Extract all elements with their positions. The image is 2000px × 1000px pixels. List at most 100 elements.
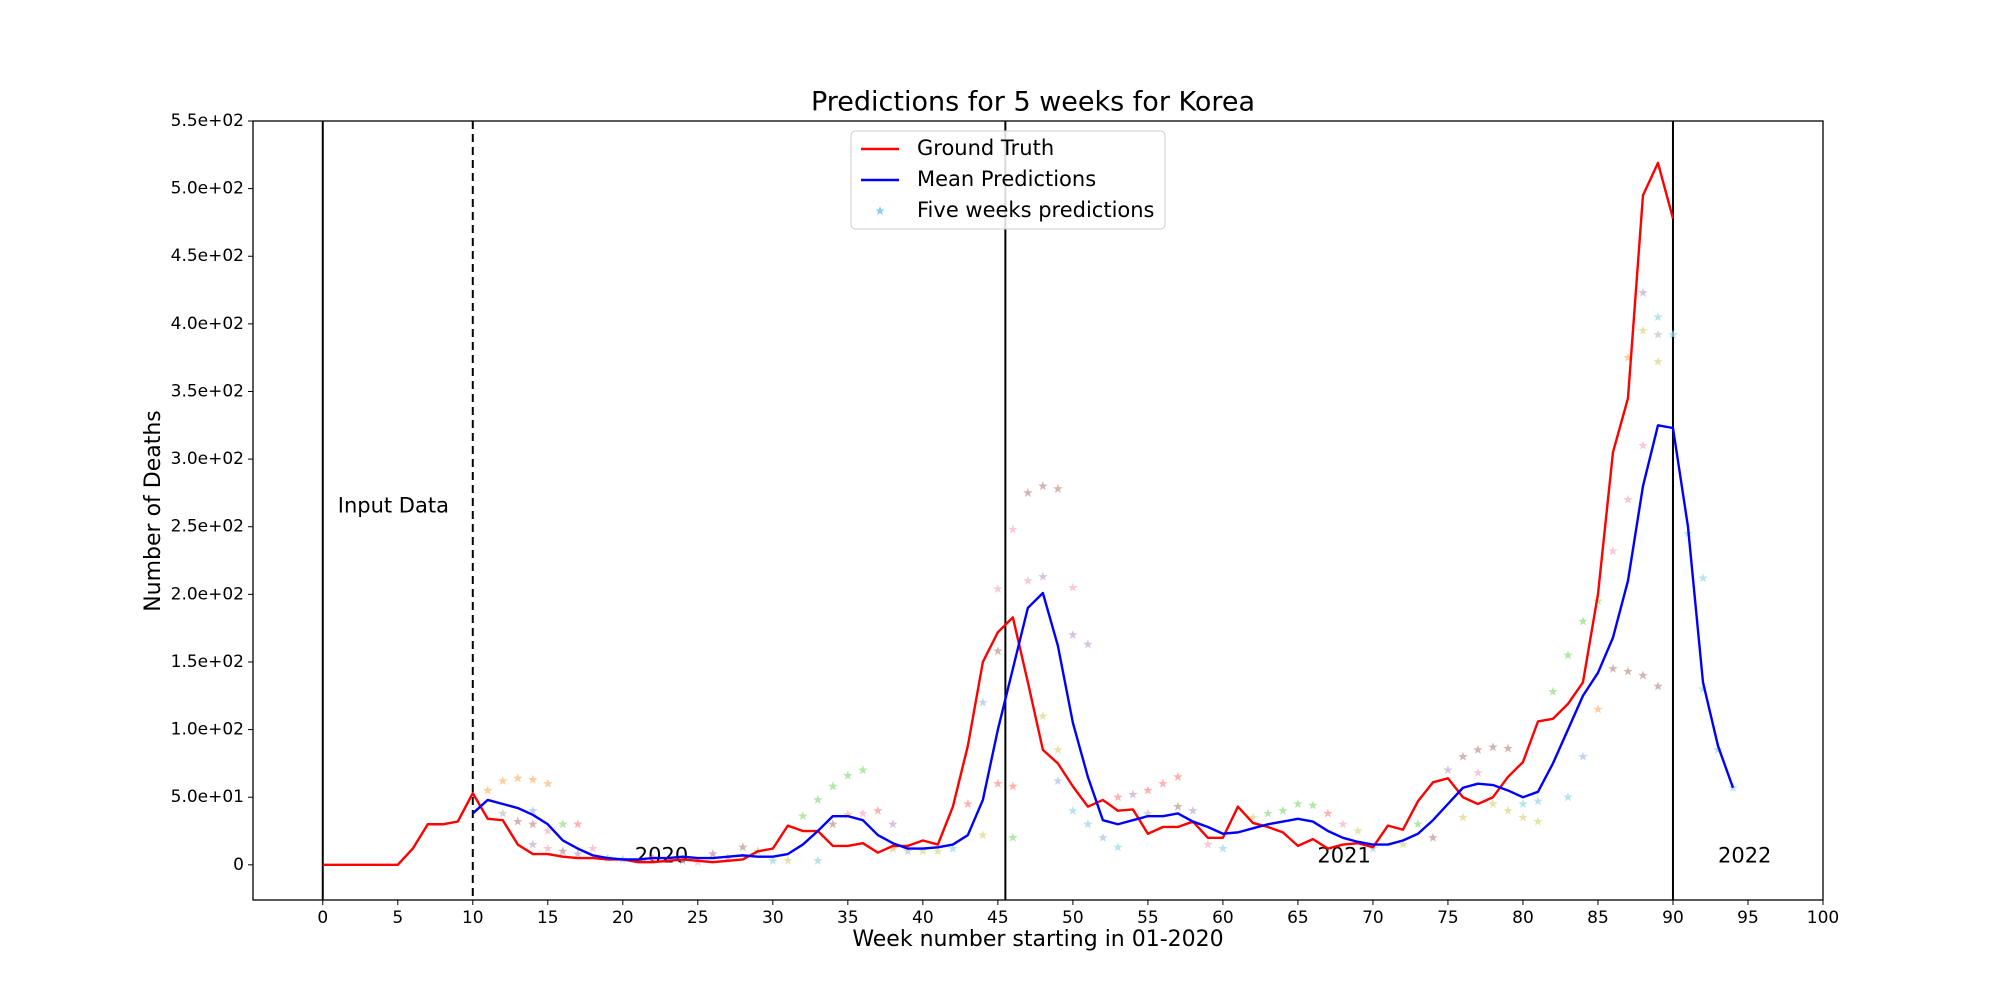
prediction-point bbox=[813, 855, 823, 865]
prediction-point bbox=[1473, 767, 1483, 777]
x-tick-label: 60 bbox=[1212, 908, 1234, 928]
legend-swatch bbox=[875, 206, 885, 216]
prediction-point bbox=[1668, 329, 1678, 339]
prediction-point bbox=[1173, 801, 1183, 811]
prediction-point bbox=[1593, 704, 1603, 714]
prediction-point bbox=[1488, 742, 1498, 752]
x-tick-label: 0 bbox=[317, 908, 328, 928]
prediction-point bbox=[1413, 819, 1423, 829]
y-tick-label: 4.0e+02 bbox=[171, 314, 244, 334]
prediction-point bbox=[543, 826, 553, 836]
prediction-point bbox=[1083, 639, 1093, 649]
prediction-point bbox=[1128, 789, 1138, 799]
x-tick-label: 25 bbox=[687, 908, 709, 928]
prediction-point bbox=[1428, 832, 1438, 842]
prediction-point bbox=[1023, 575, 1033, 585]
prediction-point bbox=[1398, 839, 1408, 849]
prediction-point bbox=[528, 819, 538, 829]
prediction-point bbox=[1218, 843, 1228, 853]
prediction-point bbox=[1533, 796, 1543, 806]
prediction-point bbox=[1638, 287, 1648, 297]
annotation: 2020 bbox=[635, 844, 688, 868]
prediction-point bbox=[1578, 616, 1588, 626]
prediction-point bbox=[1518, 812, 1528, 822]
x-tick-label: 90 bbox=[1662, 908, 1684, 928]
prediction-point bbox=[1203, 839, 1213, 849]
prediction-point bbox=[1338, 819, 1348, 829]
x-tick-label: 50 bbox=[1062, 908, 1084, 928]
y-tick-label: 0 bbox=[233, 855, 244, 875]
x-tick-label: 100 bbox=[1807, 908, 1839, 928]
x-tick-label: 10 bbox=[462, 908, 484, 928]
prediction-point bbox=[1638, 670, 1648, 680]
legend-label: Ground Truth bbox=[917, 136, 1054, 160]
prediction-point bbox=[1698, 684, 1708, 694]
prediction-point bbox=[768, 855, 778, 865]
prediction-point bbox=[1248, 812, 1258, 822]
prediction-point bbox=[1473, 744, 1483, 754]
x-tick-label: 15 bbox=[537, 908, 559, 928]
x-tick-label: 55 bbox=[1137, 908, 1159, 928]
prediction-point bbox=[1263, 808, 1273, 818]
prediction-point bbox=[558, 846, 568, 856]
series-line bbox=[471, 424, 1735, 861]
prediction-point bbox=[1068, 805, 1078, 815]
y-tick-label: 3.0e+02 bbox=[171, 449, 244, 469]
prediction-point bbox=[1623, 494, 1633, 504]
prediction-point bbox=[1623, 666, 1633, 676]
prediction-point bbox=[513, 816, 523, 826]
prediction-point bbox=[513, 773, 523, 783]
prediction-point bbox=[1713, 744, 1723, 754]
prediction-point bbox=[1458, 751, 1468, 761]
legend-label: Mean Predictions bbox=[917, 167, 1096, 191]
x-tick-label: 20 bbox=[612, 908, 634, 928]
prediction-point bbox=[498, 808, 508, 818]
prediction-point bbox=[1113, 842, 1123, 852]
prediction-point bbox=[738, 842, 748, 852]
prediction-point bbox=[858, 808, 868, 818]
prediction-point bbox=[813, 794, 823, 804]
prediction-point bbox=[1503, 805, 1513, 815]
legend-box bbox=[850, 130, 1166, 230]
x-tick-label: 65 bbox=[1287, 908, 1309, 928]
legend: Ground Truth Mean Predictions Five weeks p… bbox=[850, 130, 1166, 230]
prediction-point bbox=[1563, 792, 1573, 802]
prediction-point bbox=[1083, 819, 1093, 829]
prediction-point bbox=[1188, 805, 1198, 815]
prediction-point bbox=[948, 843, 958, 853]
prediction-point bbox=[1053, 744, 1063, 754]
prediction-point bbox=[1533, 816, 1543, 826]
prediction-point bbox=[1038, 711, 1048, 721]
prediction-point bbox=[828, 819, 838, 829]
prediction-point bbox=[1458, 812, 1468, 822]
prediction-point bbox=[993, 583, 1003, 593]
y-tick-label: 1.0e+02 bbox=[171, 720, 244, 740]
prediction-point bbox=[1323, 808, 1333, 818]
x-tick-label: 85 bbox=[1587, 908, 1609, 928]
prediction-point bbox=[888, 843, 898, 853]
prediction-point bbox=[993, 778, 1003, 788]
prediction-point bbox=[1143, 785, 1153, 795]
prediction-point bbox=[1038, 571, 1048, 581]
prediction-point bbox=[1023, 487, 1033, 497]
prediction-point bbox=[1623, 352, 1633, 362]
prediction-point bbox=[1038, 481, 1048, 491]
plot-frame bbox=[252, 120, 1824, 901]
prediction-point bbox=[933, 846, 943, 856]
prediction-point bbox=[1653, 312, 1663, 322]
prediction-point bbox=[1518, 798, 1528, 809]
prediction-point bbox=[828, 781, 838, 791]
prediction-point bbox=[1008, 781, 1018, 791]
prediction-point bbox=[918, 846, 928, 856]
prediction-point bbox=[1638, 325, 1648, 335]
x-tick-label: 30 bbox=[762, 908, 784, 928]
x-tick-label: 40 bbox=[912, 908, 934, 928]
prediction-point bbox=[498, 775, 508, 786]
prediction-point bbox=[993, 646, 1003, 656]
prediction-point bbox=[1143, 808, 1153, 818]
prediction-point bbox=[1068, 582, 1078, 592]
prediction-point bbox=[528, 805, 538, 815]
prediction-point bbox=[528, 839, 538, 849]
prediction-point bbox=[1008, 524, 1018, 534]
